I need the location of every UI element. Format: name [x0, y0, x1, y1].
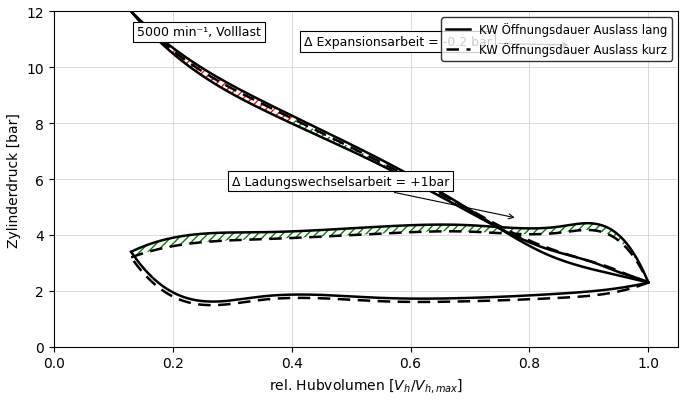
Y-axis label: Zylinderdruck [bar]: Zylinderdruck [bar] [7, 112, 21, 247]
X-axis label: rel. Hubvolumen [$V_h/V_{h,max}$]: rel. Hubvolumen [$V_h/V_{h,max}$] [269, 376, 463, 394]
Text: Δ Expansionsarbeit = -0.2 bar: Δ Expansionsarbeit = -0.2 bar [303, 36, 567, 49]
Text: 5000 min⁻¹, Volllast: 5000 min⁻¹, Volllast [137, 26, 261, 39]
Legend: KW Öffnungsdauer Auslass lang, KW Öffnungsdauer Auslass kurz: KW Öffnungsdauer Auslass lang, KW Öffnun… [441, 18, 672, 61]
Text: Δ Ladungswechselsarbeit = +1bar: Δ Ladungswechselsarbeit = +1bar [232, 175, 514, 219]
